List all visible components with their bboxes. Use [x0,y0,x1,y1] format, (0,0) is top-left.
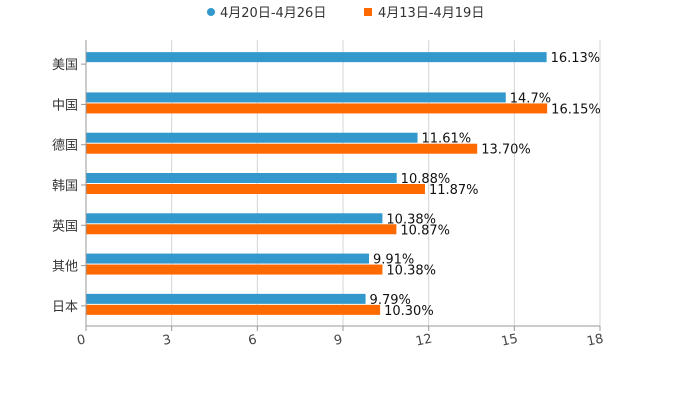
legend-marker-series-2 [364,8,372,16]
bar-series-2-5 [86,264,383,275]
bar-series-1-3 [86,173,397,183]
bar-series-1-1 [86,92,506,103]
category-label-2: 德国 [52,139,78,154]
bar-series-1-2 [86,132,418,143]
x-tick-label-0: 0 [76,332,87,348]
bar-series-1-4 [86,213,383,224]
category-label-0: 美国 [52,58,78,73]
data-label-series-1-2: 11.61% [422,132,472,147]
data-label-series-1-0: 16.13% [551,51,601,66]
legend-label-series-2: 4月13日-4月19日 [378,6,484,21]
bar-series-2-4 [86,224,397,235]
data-label-series-2-1: 16.15% [551,102,601,117]
bar-series-2-2 [86,143,478,154]
x-tick-label-4: 12 [414,332,433,350]
data-label-series-1-1: 14.7% [510,91,551,106]
bar-series-1-5 [86,253,369,264]
data-label-series-1-6: 9.79% [370,293,411,308]
category-label-5: 其他 [52,260,78,275]
bar-series-2-3 [86,184,425,194]
category-label-1: 中国 [52,98,78,113]
data-label-series-2-5: 10.38% [386,264,436,279]
x-tick-label-1: 3 [161,332,172,348]
x-tick-label-2: 6 [247,332,258,348]
data-label-series-1-5: 9.91% [373,253,414,268]
data-label-series-2-2: 13.70% [481,143,531,158]
category-label-3: 韩国 [52,179,78,194]
data-label-series-2-4: 10.87% [400,223,450,238]
bar-series-2-1 [86,103,548,114]
data-label-series-1-3: 10.88% [401,172,451,187]
x-tick-label-6: 18 [586,332,605,350]
bar-series-1-0 [86,52,547,63]
legend-marker-series-1 [207,8,215,16]
data-label-series-2-6: 10.30% [384,304,434,319]
category-label-4: 英国 [52,219,78,234]
category-label-6: 日本 [52,300,78,315]
data-label-series-1-4: 10.38% [386,212,436,227]
bar-series-1-6 [86,293,366,304]
legend-label-series-1: 4月20日-4月26日 [220,6,326,21]
x-tick-label-5: 15 [500,332,519,350]
legend: 4月20日-4月26日 4月13日-4月19日 [207,6,484,21]
bar-series-2-6 [86,304,381,315]
x-tick-label-3: 9 [333,332,344,348]
data-label-series-2-3: 11.87% [429,183,479,198]
bars: 16.13% 14.7%16.15% 11.61% 13.70% 10.88%11.87… [86,51,601,319]
